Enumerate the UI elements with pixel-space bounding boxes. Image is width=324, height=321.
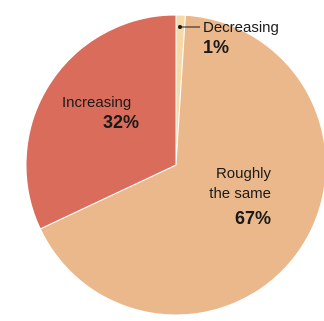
same-label-line1: Roughly xyxy=(216,165,272,182)
decreasing-callout: Decreasing 1% xyxy=(178,19,279,57)
same-callout: Roughly the same 67% xyxy=(209,165,271,228)
same-percent: 67% xyxy=(235,208,271,228)
pie-slice-roughly-the-same xyxy=(39,14,324,316)
increasing-percent: 32% xyxy=(103,112,139,132)
decreasing-percent: 1% xyxy=(203,37,229,57)
pie-slices xyxy=(25,14,324,316)
decreasing-leader-dot xyxy=(178,25,182,29)
increasing-label: Increasing xyxy=(62,94,131,111)
increasing-callout: Increasing 32% xyxy=(62,94,139,132)
same-label-line2: the same xyxy=(209,185,271,202)
pie-slice-increasing xyxy=(25,14,177,230)
decreasing-label: Decreasing xyxy=(203,19,279,36)
